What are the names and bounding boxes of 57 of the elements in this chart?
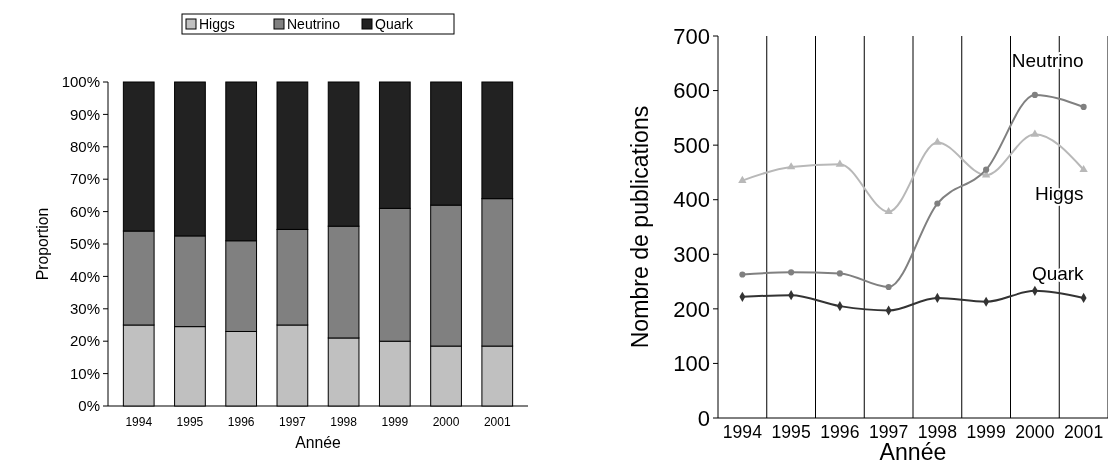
point bbox=[1080, 103, 1087, 111]
y-tick-label: 30% bbox=[69, 300, 100, 318]
legend-label: Neutrino bbox=[287, 15, 341, 32]
point bbox=[885, 283, 892, 291]
y-tick-label: 40% bbox=[69, 267, 100, 285]
y-axis-title: Proportion bbox=[34, 207, 51, 281]
y-tick-label: 300 bbox=[673, 241, 710, 267]
x-tick-label: 1996 bbox=[820, 422, 860, 442]
y-tick-label: 90% bbox=[69, 105, 100, 123]
y-tick-label: 70% bbox=[69, 170, 100, 188]
x-tick-label: 1997 bbox=[279, 415, 307, 429]
y-tick-label: 100 bbox=[673, 351, 710, 377]
x-tick-label: 1995 bbox=[771, 422, 811, 442]
x-tick-label: 1994 bbox=[125, 415, 153, 429]
y-tick-label: 0 bbox=[697, 405, 710, 431]
point bbox=[884, 206, 893, 215]
y-tick-label: 10% bbox=[69, 364, 100, 382]
point bbox=[788, 269, 795, 276]
point bbox=[983, 166, 990, 173]
x-tick-label: 2000 bbox=[1015, 422, 1055, 442]
point bbox=[1079, 164, 1088, 173]
y-tick-label: 60% bbox=[69, 202, 100, 220]
y-tick-label: 0% bbox=[78, 397, 100, 415]
x-tick-label: 1995 bbox=[176, 415, 204, 429]
legend-label: Higgs bbox=[199, 15, 235, 32]
x-tick-label: 1998 bbox=[917, 422, 958, 442]
point bbox=[786, 162, 796, 170]
point bbox=[934, 200, 941, 207]
x-tick-label: 2001 bbox=[483, 415, 511, 429]
y-tick-label: 500 bbox=[673, 132, 710, 158]
point bbox=[1030, 129, 1040, 137]
legend-label: Quark bbox=[375, 15, 415, 32]
x-tick-label: 1999 bbox=[381, 415, 409, 429]
y-tick-label: 20% bbox=[69, 332, 100, 350]
y-axis-title: Nombre de publications bbox=[627, 105, 653, 349]
point bbox=[739, 271, 746, 278]
point bbox=[1031, 91, 1038, 99]
y-tick-label: 80% bbox=[69, 138, 100, 156]
point bbox=[836, 270, 843, 277]
y-tick-label: 400 bbox=[673, 187, 710, 213]
point bbox=[738, 175, 747, 184]
x-axis-title: Année bbox=[879, 439, 947, 465]
point bbox=[835, 159, 845, 167]
x-axis-title: Année bbox=[295, 434, 342, 451]
x-tick-label: 2001 bbox=[1064, 422, 1104, 442]
point bbox=[933, 137, 942, 145]
y-tick-label: 50% bbox=[69, 235, 100, 253]
x-tick-label: 1999 bbox=[966, 422, 1006, 442]
x-tick-label: 1994 bbox=[722, 422, 763, 442]
x-tick-label: 2000 bbox=[432, 415, 460, 429]
y-tick-label: 200 bbox=[673, 296, 710, 322]
x-tick-label: 1997 bbox=[869, 422, 909, 442]
x-tick-label: 1996 bbox=[227, 415, 255, 429]
y-tick-label: 700 bbox=[673, 23, 710, 49]
y-tick-label: 600 bbox=[673, 78, 710, 104]
y-tick-label: 100% bbox=[61, 73, 100, 91]
x-tick-label: 1998 bbox=[330, 415, 358, 429]
